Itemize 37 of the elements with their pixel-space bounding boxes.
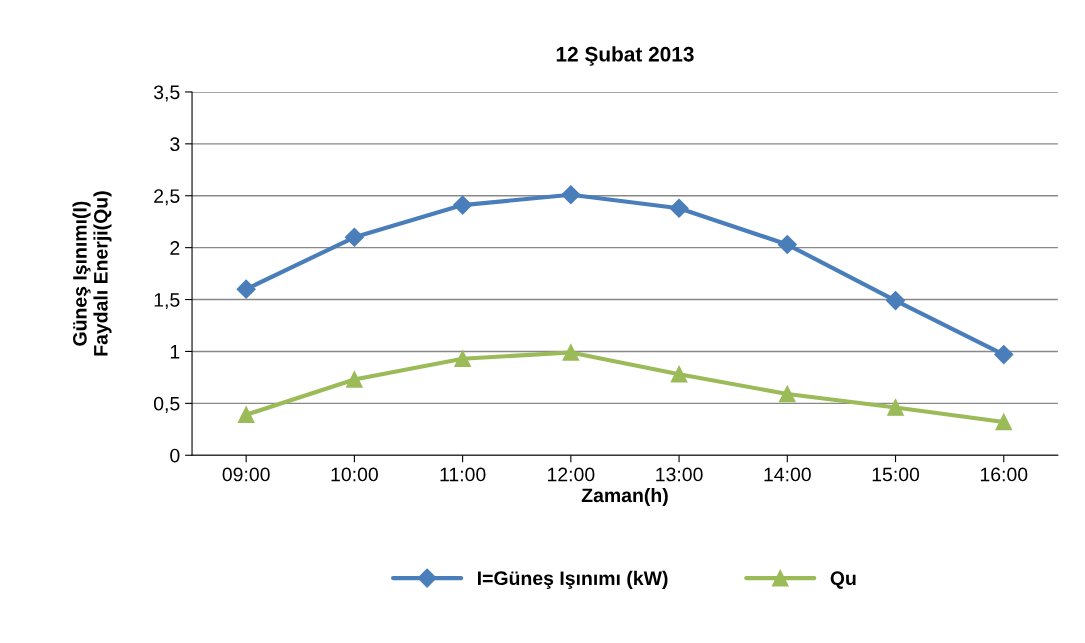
chart-title: 12 Şubat 2013	[556, 46, 694, 66]
y-tick-label: 1	[170, 345, 180, 359]
y-tick-label: 3	[170, 137, 180, 152]
point	[237, 406, 255, 424]
x-tick-label: 15:00	[872, 467, 920, 482]
x-tick-label: 12:00	[548, 467, 595, 482]
point	[344, 227, 364, 247]
point	[669, 198, 689, 218]
point	[561, 185, 581, 205]
y-axis-title: Güneş Işınımı(I) Faydalı Enerji(Qu)	[72, 191, 112, 356]
point	[236, 279, 256, 299]
point	[454, 350, 471, 368]
y-tick-label: 1,5	[154, 293, 180, 310]
x-axis-title: Zaman(h)	[581, 487, 668, 507]
x-tick-label: 10:00	[331, 467, 378, 482]
point	[885, 291, 906, 311]
point	[778, 385, 796, 403]
point	[346, 371, 363, 388]
point	[670, 365, 688, 383]
point	[777, 234, 797, 255]
point	[995, 413, 1013, 431]
x-tick-label: 09:00	[222, 467, 270, 482]
point	[887, 399, 904, 416]
legend-label: Qu	[830, 571, 856, 589]
y-tick-label: 3,5	[153, 85, 180, 102]
x-tick-label: 16:00	[980, 467, 1028, 482]
y-tick-label: 2	[170, 241, 180, 255]
x-tick-label: 13:00	[656, 467, 703, 482]
legend-label: I=Güneş Işınımı (kW)	[477, 570, 668, 589]
y-tick-label: 0	[170, 448, 180, 463]
point	[562, 344, 580, 361]
y-tick-label: 2,5	[154, 189, 180, 206]
y-tick-label: 0,5	[153, 396, 180, 413]
x-tick-label: 14:00	[764, 467, 811, 482]
point	[453, 195, 473, 215]
point	[994, 345, 1014, 365]
x-tick-label: 11:00	[440, 467, 486, 482]
